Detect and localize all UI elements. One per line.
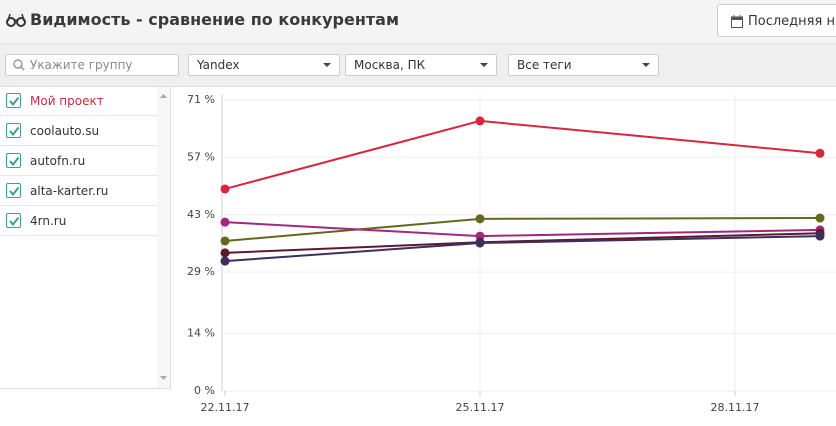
checkbox[interactable] [6, 183, 21, 198]
data-point [475, 116, 485, 126]
checkbox[interactable] [6, 93, 21, 108]
y-tick-label: 43 % [187, 208, 215, 221]
site-item[interactable]: Мой проект [0, 87, 157, 116]
scrollbar[interactable] [157, 87, 170, 388]
data-point [220, 248, 230, 258]
data-point [475, 231, 485, 241]
page-title: Видимость - сравнение по конкурентам [30, 10, 400, 29]
site-item[interactable]: alta-karter.ru [0, 177, 157, 206]
series-line [224, 119, 821, 190]
data-point [220, 217, 230, 227]
data-point [220, 256, 230, 266]
checkbox[interactable] [6, 153, 21, 168]
checkbox[interactable] [6, 123, 21, 138]
scroll-arrows [160, 94, 167, 380]
data-point [220, 236, 230, 246]
filter-bar: Укажите группу Yandex Москва, ПК Все тег… [0, 44, 836, 87]
data-point [815, 148, 825, 158]
site-name: 4rn.ru [30, 214, 67, 228]
y-tick-label: 14 % [187, 327, 215, 340]
dropdown-label: Все теги [517, 58, 572, 72]
chart: 0 % 14 % 29 % 43 % 57 % 71 % 22.11.17 25.11.17 2… [187, 93, 836, 414]
calendar-icon [731, 15, 743, 28]
dropdown-label: Москва, ПК [354, 58, 426, 72]
glasses-icon [6, 13, 26, 27]
x-tick-label: 28.11.17 [711, 401, 760, 414]
y-tick-label: 57 % [187, 150, 215, 163]
site-item[interactable]: coolauto.su [0, 117, 157, 146]
x-tick-label: 25.11.17 [456, 401, 505, 414]
data-point [475, 238, 485, 248]
site-name: Мой проект [30, 94, 104, 108]
data-point [220, 184, 230, 194]
tags-dropdown[interactable]: Все теги [508, 54, 659, 76]
y-tick-label: 71 % [187, 93, 215, 106]
data-point [475, 214, 485, 224]
site-name: coolauto.su [30, 124, 100, 138]
header: Видимость - сравнение по конкурентам Пос… [0, 0, 836, 44]
x-tick-label: 22.11.17 [201, 401, 250, 414]
period-label: Последняя н [748, 14, 835, 29]
search-placeholder: Укажите группу [30, 58, 133, 72]
period-button[interactable]: Последняя н [717, 4, 836, 37]
search-icon [13, 59, 25, 71]
data-point [815, 213, 825, 223]
site-list: Мой проект coolauto.su autofn.ru alta-karte… [0, 87, 171, 389]
site-name: autofn.ru [30, 154, 86, 168]
checkbox[interactable] [6, 213, 21, 228]
region-dropdown[interactable]: Москва, ПК [345, 54, 497, 76]
data-point [815, 231, 825, 241]
engine-dropdown[interactable]: Yandex [188, 54, 340, 76]
site-item[interactable]: 4rn.ru [0, 207, 157, 236]
group-search[interactable]: Укажите группу [5, 54, 179, 76]
dropdown-label: Yandex [197, 58, 240, 72]
y-tick-label: 29 % [187, 265, 215, 278]
site-item[interactable]: autofn.ru [0, 147, 157, 176]
site-name: alta-karter.ru [30, 184, 109, 198]
y-tick-label: 0 % [194, 384, 215, 397]
